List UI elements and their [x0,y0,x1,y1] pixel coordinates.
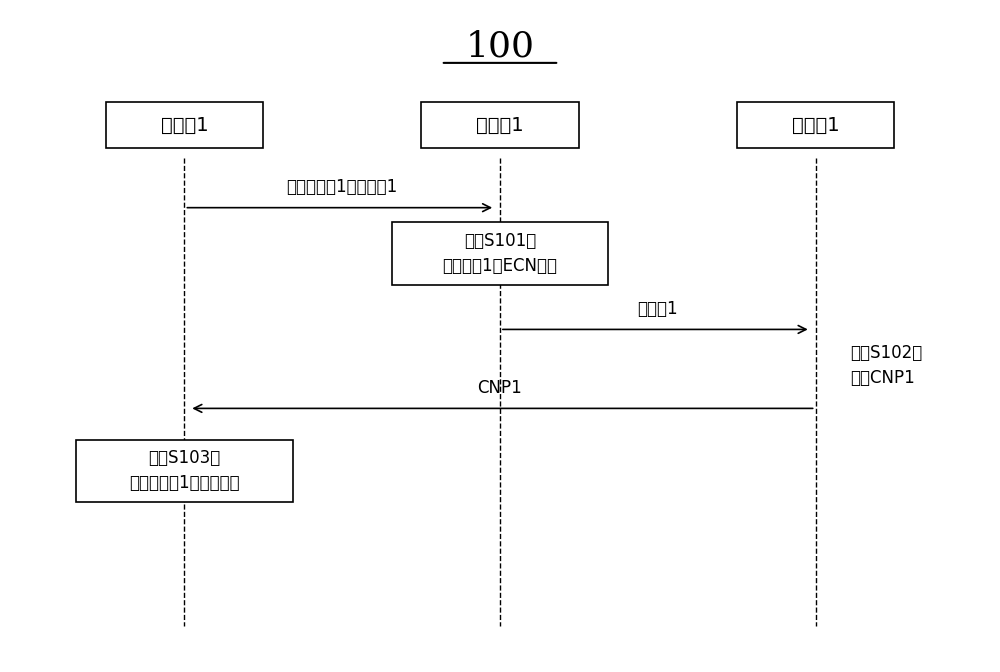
FancyBboxPatch shape [737,102,894,149]
Text: 包括数据包1的数据流1: 包括数据包1的数据流1 [287,178,398,196]
Text: CNP1: CNP1 [478,378,522,396]
FancyBboxPatch shape [106,102,263,149]
Text: 传输点1: 传输点1 [476,116,524,135]
Text: 发送点1: 发送点1 [161,116,208,135]
Text: 数据包1: 数据包1 [637,300,678,318]
Text: 步骤S102，
生成CNP1: 步骤S102， 生成CNP1 [850,344,922,387]
Text: 100: 100 [466,30,534,63]
Text: 接收点1: 接收点1 [792,116,839,135]
Text: 步骤S101，
为数据包1打ECN标记: 步骤S101， 为数据包1打ECN标记 [442,233,558,276]
FancyBboxPatch shape [421,102,579,149]
FancyBboxPatch shape [392,222,608,285]
FancyBboxPatch shape [76,439,293,502]
Text: 步骤S103，
调整数据流1的发送速率: 步骤S103， 调整数据流1的发送速率 [129,450,240,493]
